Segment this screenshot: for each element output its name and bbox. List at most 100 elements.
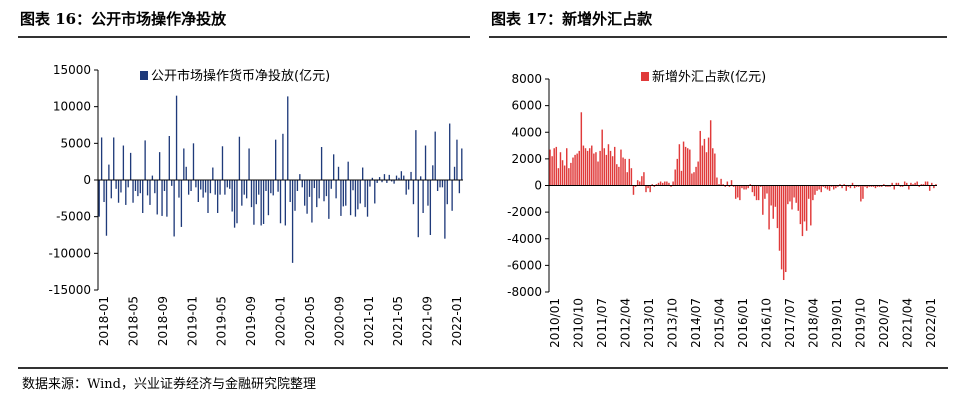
bar xyxy=(668,182,670,186)
chart-title-left: 图表 16：公开市场操作净投放 xyxy=(20,10,227,28)
bar xyxy=(880,185,883,187)
bar xyxy=(127,180,129,188)
bar xyxy=(891,182,893,186)
bar xyxy=(741,185,743,189)
bar xyxy=(381,180,383,183)
bar xyxy=(812,185,814,201)
bar xyxy=(584,148,587,186)
bar xyxy=(722,184,724,186)
bar xyxy=(707,137,710,186)
x-tick-label: 2020-09 xyxy=(332,296,346,346)
bar xyxy=(279,180,282,224)
bar xyxy=(113,137,115,180)
bar xyxy=(461,148,463,180)
bar xyxy=(323,180,325,202)
bar xyxy=(709,120,712,186)
bar xyxy=(156,180,158,215)
bar xyxy=(291,180,294,263)
x-tick-label: 2018-05 xyxy=(126,296,140,346)
title-rule-left xyxy=(18,36,470,38)
bar xyxy=(366,180,369,217)
bar xyxy=(185,166,187,180)
bar xyxy=(593,153,595,186)
bar xyxy=(171,180,173,186)
bar xyxy=(180,180,183,227)
bar xyxy=(574,154,576,186)
legend-swatch xyxy=(641,72,649,81)
bar xyxy=(221,146,224,180)
bar xyxy=(439,180,441,188)
bar xyxy=(436,180,439,191)
bar xyxy=(139,180,141,194)
bar xyxy=(897,182,900,186)
bar xyxy=(294,180,296,211)
bar xyxy=(807,185,810,199)
bar xyxy=(287,96,289,180)
bar xyxy=(628,158,631,186)
bar xyxy=(820,185,822,193)
bar xyxy=(328,180,330,219)
bar xyxy=(586,150,589,186)
bar xyxy=(720,178,722,186)
bar xyxy=(149,180,151,205)
bar xyxy=(151,175,154,180)
bar xyxy=(369,180,371,187)
bar xyxy=(345,180,347,206)
bar xyxy=(551,156,553,186)
bar xyxy=(578,150,580,186)
bar xyxy=(822,185,825,187)
bar xyxy=(705,152,708,186)
bar xyxy=(760,185,762,187)
bar xyxy=(768,185,770,230)
bar xyxy=(887,185,889,187)
bar xyxy=(277,180,279,192)
bar xyxy=(357,180,359,210)
x-tick-label: 2016/01 xyxy=(736,298,750,348)
y-tick-label: -2000 xyxy=(507,205,542,219)
bar xyxy=(250,180,253,208)
bar xyxy=(620,149,622,186)
fx-purchase-chart: -8000 -6000 -4000 -2000 0 2000 4000 6000 8000 201… xyxy=(507,69,938,348)
x-tick-label: 2014/07 xyxy=(689,298,703,348)
x-tick-label: 2019-01 xyxy=(185,296,199,346)
bar xyxy=(432,165,434,180)
bar xyxy=(144,140,146,180)
x-tick-label: 2018-01 xyxy=(97,296,111,346)
bar xyxy=(330,180,332,189)
bar xyxy=(451,180,453,211)
bar xyxy=(659,181,662,186)
bar xyxy=(134,180,137,191)
bar xyxy=(391,180,393,182)
bar xyxy=(749,184,752,186)
bar xyxy=(289,180,291,202)
bar xyxy=(100,137,103,180)
legend-label: 新增外汇占款(亿元) xyxy=(652,69,766,85)
bar xyxy=(624,158,626,186)
bar xyxy=(364,180,366,208)
bar xyxy=(563,165,566,186)
bar xyxy=(703,138,706,186)
y-tick-label: -4000 xyxy=(507,232,542,246)
bar xyxy=(830,185,833,187)
bar xyxy=(695,166,697,186)
bar xyxy=(666,181,668,186)
bar xyxy=(643,172,645,186)
bar xyxy=(200,180,202,190)
bar xyxy=(400,171,403,180)
bar xyxy=(248,148,250,180)
bar xyxy=(224,180,226,195)
bar xyxy=(427,180,429,206)
bar xyxy=(757,185,760,201)
bar xyxy=(764,185,766,199)
bar xyxy=(672,181,674,186)
bar xyxy=(202,180,204,198)
bar xyxy=(212,167,214,180)
bar xyxy=(340,180,342,216)
open-market-net-injection-chart: -15000 -10000 -5000 0 5000 10000 15000 2018-01 2… xyxy=(48,63,464,346)
bar xyxy=(209,180,212,194)
bar xyxy=(651,184,653,186)
bar xyxy=(216,180,219,213)
bar xyxy=(233,180,236,228)
bar xyxy=(762,185,764,215)
bar xyxy=(132,180,134,203)
